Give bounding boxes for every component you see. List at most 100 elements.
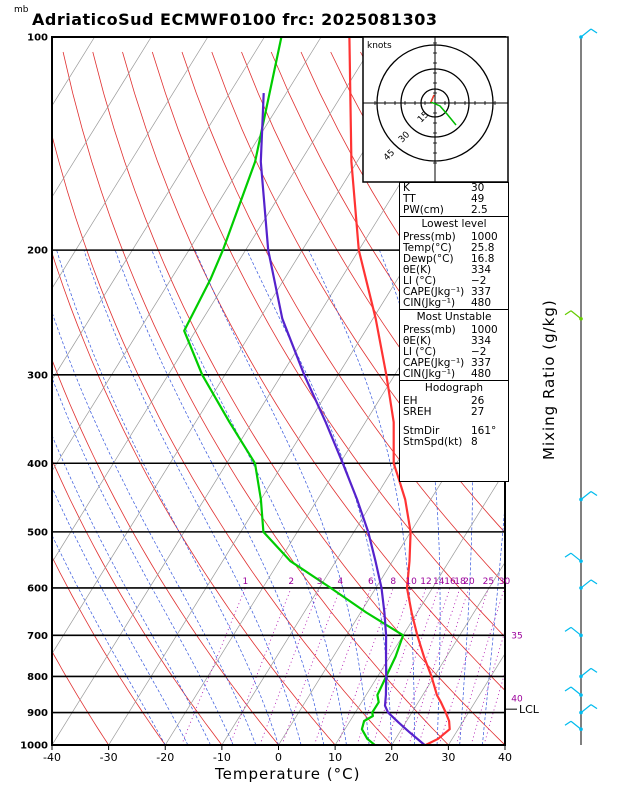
wind-barb — [581, 668, 591, 676]
mixing-ratio-line — [398, 588, 450, 745]
mixing-ratio-label: 10 — [405, 577, 417, 587]
wind-barb-flag — [591, 491, 597, 495]
wind-barb-dot — [579, 675, 583, 679]
indices-unstable: Most Unstable Press(mb)1000 θE(K)334 LI … — [400, 309, 508, 380]
x-tick-label: 0 — [275, 751, 282, 764]
x-tick-label: -30 — [100, 751, 118, 764]
moist-adiabat — [0, 250, 165, 745]
wind-barb — [571, 687, 581, 695]
wind-barb-flag — [591, 29, 597, 33]
wind-barb-dot — [579, 317, 583, 321]
dry-adiabat — [0, 52, 119, 760]
lowest-heading: Lowest level — [403, 217, 505, 232]
wind-barb — [571, 721, 581, 729]
x-tick-label: 10 — [328, 751, 342, 764]
isotherm — [0, 37, 151, 745]
x-tick-label: 40 — [498, 751, 512, 764]
wind-barb-dot — [579, 711, 583, 715]
pressure-tick-label: 900 — [27, 708, 48, 719]
mixing-ratio-label: 3 — [317, 577, 323, 587]
wind-barb — [581, 491, 591, 499]
dry-adiabat — [4, 52, 349, 760]
wind-barb — [581, 705, 591, 713]
mixing-ratio-label: 14 — [433, 577, 445, 587]
mixing-ratio-label: 25 — [483, 577, 494, 587]
moist-adiabat — [32, 250, 255, 745]
plot-area — [0, 37, 618, 760]
chart-title: AdriaticoSud ECMWF0100 frc: 2025081303 — [32, 10, 437, 29]
wind-barb-dot — [579, 693, 583, 697]
mixing-ratio-line — [409, 588, 460, 745]
pressure-tick-label: 1000 — [20, 741, 48, 752]
dry-adiabat — [0, 52, 291, 760]
pressure-tick-label: 600 — [27, 583, 48, 594]
mixing-ratio-label: 12 — [420, 577, 431, 587]
x-tick-label: -40 — [43, 751, 61, 764]
x-tick-label: 20 — [385, 751, 399, 764]
wind-barb — [571, 627, 581, 635]
wind-barb-flag — [565, 553, 571, 557]
mixing-ratio-label: 35 — [511, 631, 522, 641]
x-tick-label: 30 — [441, 751, 455, 764]
pressure-tick-label: 200 — [27, 246, 48, 257]
lcl-label: LCL — [519, 703, 540, 716]
mixing-ratio-label: 2 — [288, 577, 294, 587]
mixing-ratio-line — [471, 588, 518, 745]
x-tick-label: -10 — [213, 751, 231, 764]
mixing-ratio-label: 30 — [499, 577, 511, 587]
wind-barb-flag — [565, 627, 571, 631]
pressure-unit: mb — [14, 5, 28, 15]
wind-barb-flag — [591, 705, 597, 709]
moist-adiabat — [57, 250, 279, 745]
unstable-heading: Most Unstable — [403, 310, 505, 325]
x-axis-label: Temperature (°C) — [215, 765, 360, 783]
pressure-tick-label: 100 — [27, 33, 48, 44]
dry-adiabat — [0, 52, 233, 760]
wind-barb-flag — [591, 668, 597, 672]
hodograph-units: knots — [367, 41, 392, 51]
wind-barb-flag — [565, 721, 571, 725]
mixing-ratio-label: 8 — [390, 577, 396, 587]
wind-barb-dot — [579, 634, 583, 638]
pressure-tick-label: 400 — [27, 459, 48, 470]
mixing-ratio-label: Mixing Ratio (g/kg) — [540, 299, 558, 460]
mixing-ratio-label: 1 — [242, 577, 248, 587]
mixing-ratio-label: 6 — [368, 577, 374, 587]
moist-adiabat — [0, 250, 210, 745]
moist-adiabat — [0, 250, 188, 745]
mixing-ratio-line — [282, 588, 340, 745]
wind-barb-dot — [579, 559, 583, 563]
mixing-ratio-label: 20 — [463, 577, 475, 587]
wind-barb — [571, 311, 581, 319]
wind-barb-flag — [565, 311, 571, 315]
dry-adiabat — [0, 52, 176, 760]
index-row: StmSpd(kt)8 — [403, 437, 505, 448]
wind-barb-dot — [579, 498, 583, 502]
pressure-tick-label: 300 — [27, 370, 48, 381]
pressure-tick-label: 500 — [27, 527, 48, 538]
mixing-ratio-label: 4 — [338, 577, 344, 587]
index-row: CIN(Jkg⁻¹)480 — [403, 369, 505, 380]
mixing-ratio-line — [314, 588, 371, 745]
pressure-tick-label: 700 — [27, 631, 48, 642]
dry-adiabat — [509, 52, 618, 760]
moist-adiabat — [115, 250, 324, 745]
wind-barb-dot — [579, 586, 583, 590]
mixing-ratio-line — [419, 588, 470, 745]
wind-barb — [581, 580, 591, 588]
mixing-ratio-line — [260, 588, 320, 745]
mixing-ratio-line — [386, 588, 439, 745]
wind-barb-flag — [591, 580, 597, 584]
index-row: PW(cm)2.5 — [403, 205, 505, 216]
hodograph-heading: Hodograph — [403, 381, 505, 396]
wind-barb — [571, 553, 581, 561]
mixing-ratio-line — [230, 588, 291, 745]
wind-barb — [581, 29, 591, 37]
indices-lowest: Lowest level Press(mb)1000 Temp(°C)25.8 … — [400, 216, 508, 309]
